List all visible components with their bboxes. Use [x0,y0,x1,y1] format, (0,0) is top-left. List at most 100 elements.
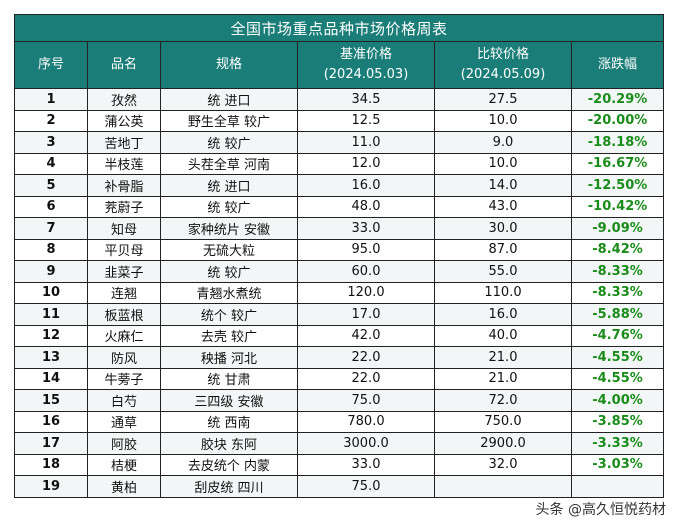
row-index: 8 [14,238,88,261]
row-compare-price: 2900.0 [434,432,572,455]
row-compare-price: 43.0 [434,195,572,218]
row-spec: 统 甘肃 [160,367,298,390]
row-name: 苦地丁 [87,131,161,154]
table-row: 17 阿胶 胶块 东阿 3000.0 2900.0 -3.33% [14,432,665,455]
row-name: 阿胶 [87,432,161,455]
row-change: -8.42% [570,238,665,261]
table-title: 全国市场重点品种市场价格周表 [13,14,665,42]
row-index: 6 [14,195,88,218]
row-base-price: 12.0 [297,152,435,175]
row-change: -20.00% [570,109,665,132]
row-change: -4.76% [570,324,665,347]
row-base-price: 60.0 [297,260,435,283]
row-change: -3.85% [570,410,665,433]
row-base-price: 780.0 [297,410,435,433]
row-spec: 统 进口 [160,174,298,197]
row-name: 连翘 [87,281,161,304]
header-base-date: (2024.05.03) [323,67,409,82]
row-index: 5 [14,174,88,197]
row-spec: 青翘水煮统 [160,281,298,304]
row-change: -18.18% [570,131,665,154]
row-spec: 刮皮统 四川 [160,475,298,498]
row-change: -12.50% [570,174,665,197]
row-base-price: 75.0 [297,389,435,412]
row-name: 火麻仁 [87,324,161,347]
row-spec: 三四级 安徽 [160,389,298,412]
table-body: 1 孜然统 进口 34.5 27.5 -20.29% 2 蒲公英 野生全草 较广 12.5 10… [14,88,665,498]
table-row: 8 平贝母 无硫大粒 95.0 87.0 -8.42% [14,238,665,261]
row-spec: 野生全草 较广 [160,109,298,132]
price-table: 全国市场重点品种市场价格周表 序号 品名 规格 基准价格 (2024.05.03… [13,14,665,498]
row-spec: 统 西南 [160,410,298,433]
table-row: 6 茺蔚子统 较广 48.0 43.0 -10.42% [14,195,665,218]
row-base-price: 3000.0 [297,432,435,455]
row-change: -3.33% [570,432,665,455]
row-base-price: 22.0 [297,367,435,390]
row-compare-price: 10.0 [434,109,572,132]
row-base-price: 75.0 [297,475,435,498]
row-index: 16 [14,410,88,433]
row-spec: 无硫大粒 [160,238,298,261]
row-base-price: 120.0 [297,281,435,304]
row-spec: 胶块 东阿 [160,432,298,455]
header-compare-date: (2024.05.09) [460,67,546,82]
source-credit: 头条 @高久恒悦药材 [531,498,670,520]
row-index: 12 [14,324,88,347]
row-index: 17 [14,432,88,455]
row-index: 13 [14,346,88,369]
header-compare-price: 比较价格 (2024.05.09) [434,41,572,89]
row-spec: 统 较广 [160,195,298,218]
row-base-price: 95.0 [297,238,435,261]
row-compare-price [434,475,572,498]
row-name: 蒲公英 [87,109,161,132]
table-row: 15 白芍 三四级 安徽 75.0 72.0 -4.00% [14,389,665,412]
row-name: 知母 [87,217,161,240]
row-change: -10.42% [570,195,665,218]
row-compare-price: 40.0 [434,324,572,347]
row-name: 半枝莲 [87,152,161,175]
row-base-price: 42.0 [297,324,435,347]
row-spec: 统 较广 [160,260,298,283]
row-name: 平贝母 [87,238,161,261]
row-index: 14 [14,367,88,390]
row-name: 韭菜子 [87,260,161,283]
row-base-price: 33.0 [297,453,435,476]
row-index: 1 [14,88,88,111]
row-change: -4.00% [570,389,665,412]
row-index: 2 [14,109,88,132]
row-index: 9 [14,260,88,283]
row-compare-price: 72.0 [434,389,572,412]
row-base-price: 11.0 [297,131,435,154]
row-base-price: 48.0 [297,195,435,218]
row-change: -8.33% [570,281,665,304]
row-name: 通草 [87,410,161,433]
row-index: 7 [14,217,88,240]
row-name: 茺蔚子 [87,195,161,218]
row-compare-price: 21.0 [434,367,572,390]
row-index: 19 [14,475,88,498]
row-spec: 头茬全草 河南 [160,152,298,175]
table-row: 13 防风 秧播 河北 22.0 21.0 -4.55% [14,346,665,369]
row-name: 黄柏 [87,475,161,498]
row-spec: 统 较广 [160,131,298,154]
row-spec: 统个 较广 [160,303,298,326]
table-row: 4 半枝莲 头茬全草 河南 12.0 10.0 -16.67% [14,152,665,175]
price-table-container: 全国市场重点品种市场价格周表 序号 品名 规格 基准价格 (2024.05.03… [13,14,665,498]
row-change: -5.88% [570,303,665,326]
row-base-price: 12.5 [297,109,435,132]
table-row: 3 苦地丁统 较广 11.0 9.0 -18.18% [14,131,665,154]
row-base-price: 22.0 [297,346,435,369]
table-row: 5 补骨脂统 进口 16.0 14.0 -12.50% [14,174,665,197]
row-compare-price: 87.0 [434,238,572,261]
row-compare-price: 9.0 [434,131,572,154]
row-index: 11 [14,303,88,326]
row-name: 补骨脂 [87,174,161,197]
row-name: 防风 [87,346,161,369]
table-row: 1 孜然统 进口 34.5 27.5 -20.29% [14,88,665,111]
table-row: 14 牛蒡子统 甘肃 22.0 21.0 -4.55% [14,367,665,390]
row-change: -16.67% [570,152,665,175]
table-row: 10 连翘 青翘水煮统 120.0 110.0 -8.33% [14,281,665,304]
row-name: 孜然 [87,88,161,111]
header-change: 涨跌幅 [570,41,665,89]
row-name: 板蓝根 [87,303,161,326]
